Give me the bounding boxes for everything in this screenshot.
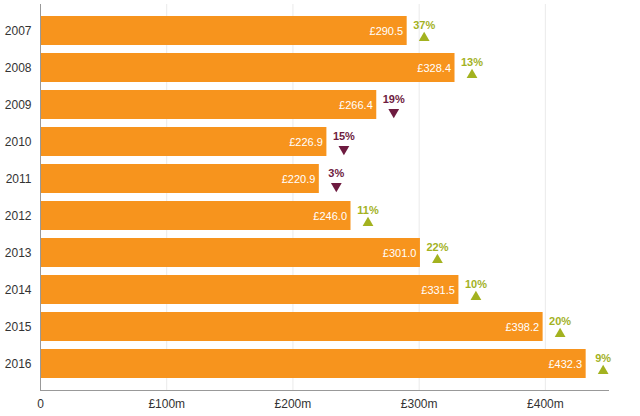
- svg-text:£400m: £400m: [527, 397, 564, 411]
- svg-text:3%: 3%: [328, 167, 344, 179]
- svg-text:2010: 2010: [5, 135, 32, 149]
- svg-text:2012: 2012: [5, 209, 32, 223]
- svg-text:2009: 2009: [5, 98, 32, 112]
- svg-text:9%: 9%: [595, 352, 611, 364]
- svg-text:£290.5: £290.5: [370, 25, 404, 37]
- svg-text:£220.9: £220.9: [282, 173, 316, 185]
- svg-text:22%: 22%: [426, 241, 448, 253]
- svg-text:£301.0: £301.0: [383, 247, 417, 259]
- svg-text:2015: 2015: [5, 320, 32, 334]
- svg-text:£398.2: £398.2: [505, 321, 539, 333]
- svg-text:2008: 2008: [5, 61, 32, 75]
- svg-text:0: 0: [37, 397, 44, 411]
- svg-text:£266.4: £266.4: [339, 99, 373, 111]
- svg-text:£432.3: £432.3: [549, 358, 583, 370]
- svg-text:20%: 20%: [549, 315, 571, 327]
- svg-text:37%: 37%: [413, 19, 435, 31]
- svg-text:£331.5: £331.5: [421, 284, 455, 296]
- svg-text:2014: 2014: [5, 283, 32, 297]
- svg-text:£300m: £300m: [401, 397, 438, 411]
- svg-text:11%: 11%: [357, 204, 379, 216]
- svg-text:2016: 2016: [5, 357, 32, 371]
- svg-text:10%: 10%: [465, 278, 487, 290]
- svg-text:2011: 2011: [6, 172, 32, 186]
- svg-text:£200m: £200m: [275, 397, 312, 411]
- svg-text:2013: 2013: [5, 246, 32, 260]
- svg-text:19%: 19%: [383, 93, 405, 105]
- svg-text:£246.0: £246.0: [313, 210, 347, 222]
- svg-text:£328.4: £328.4: [417, 62, 451, 74]
- svg-text:15%: 15%: [333, 130, 355, 142]
- svg-text:13%: 13%: [461, 56, 483, 68]
- svg-text:2007: 2007: [5, 24, 32, 38]
- svg-text:£226.9: £226.9: [289, 136, 323, 148]
- svg-text:£100m: £100m: [148, 397, 185, 411]
